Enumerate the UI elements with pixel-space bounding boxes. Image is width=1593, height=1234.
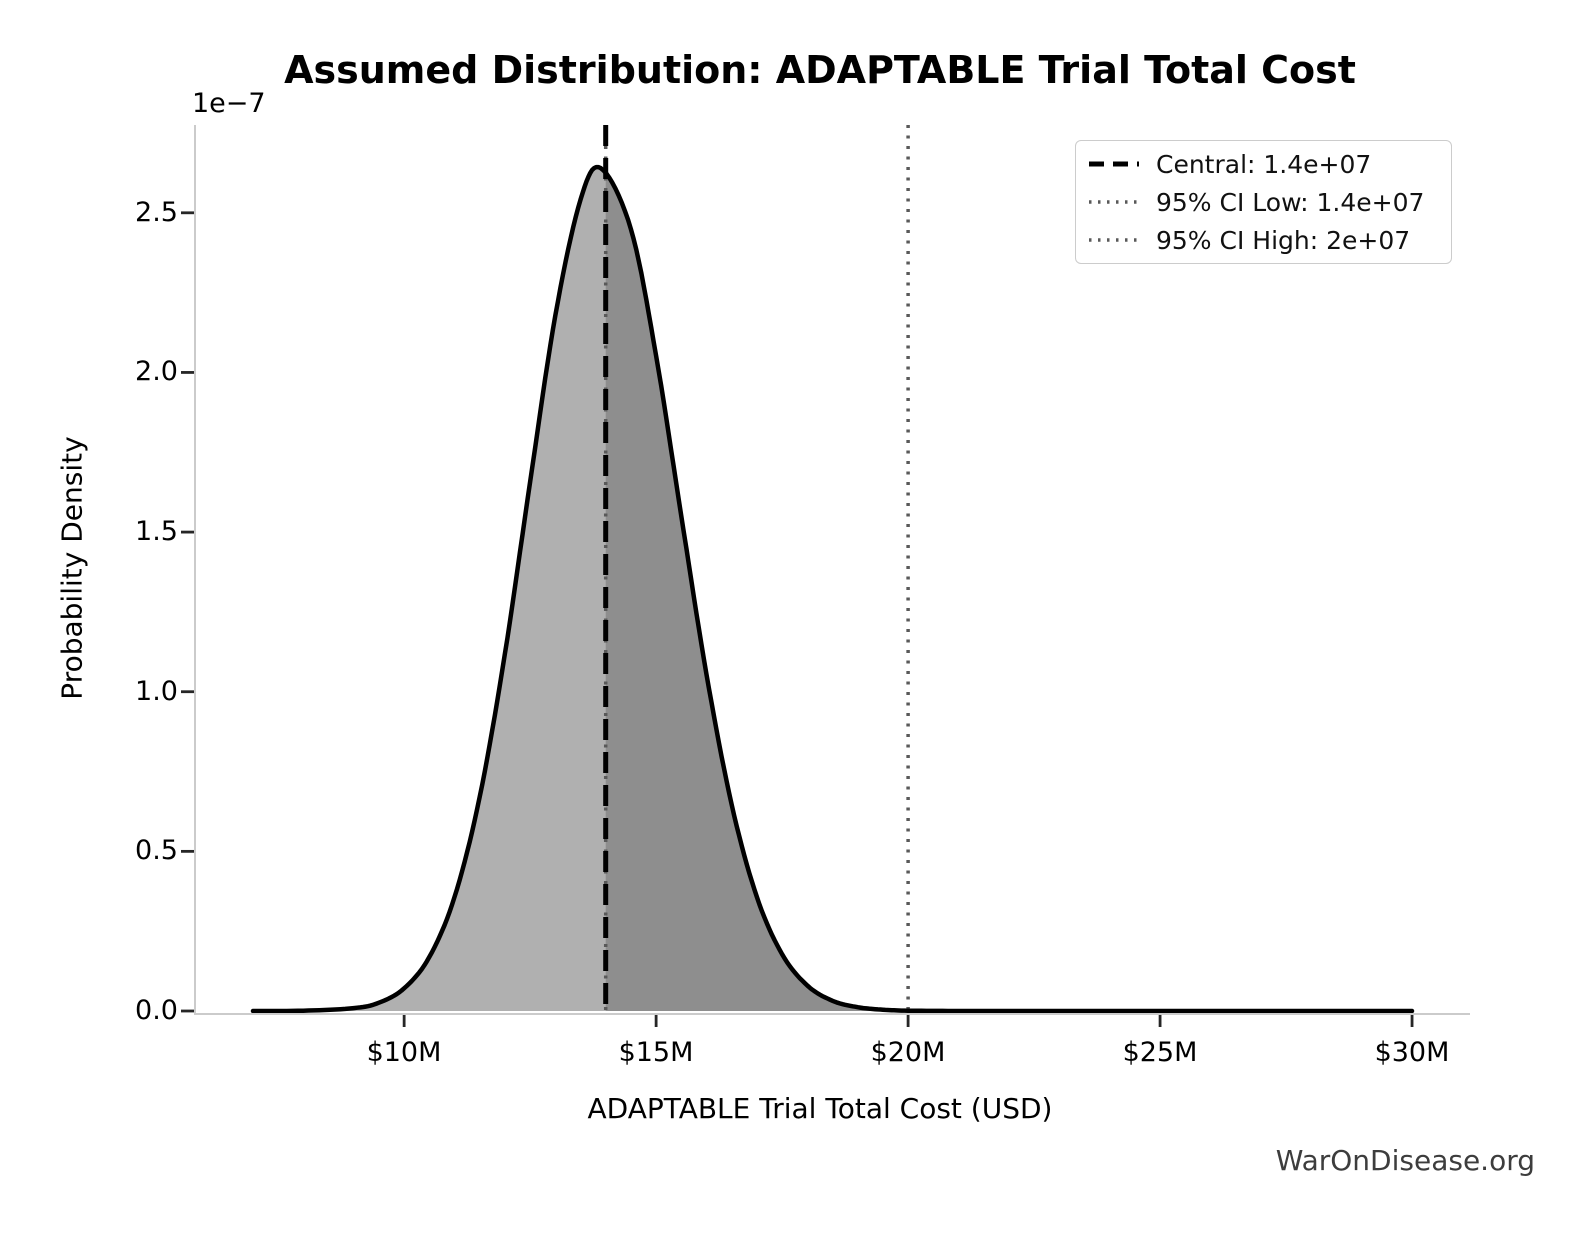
y-tick-label: 1.5 [135, 516, 178, 547]
x-tick-label: $15M [618, 1037, 694, 1068]
legend-label: 95% CI High: 2e+07 [1156, 225, 1411, 255]
x-tick-label: $10M [366, 1037, 442, 1068]
y-tick-label: 0.5 [135, 835, 178, 866]
legend-entry-ci-low: 95% CI Low: 1.4e+07 [1088, 183, 1439, 221]
x-axis-label: ADAPTABLE Trial Total Cost (USD) [587, 1092, 1053, 1125]
dotted-line-sample-icon [1089, 200, 1139, 204]
y-tick-label: 0.0 [135, 995, 178, 1026]
y-tick-label: 2.5 [135, 197, 178, 228]
density-fill [253, 167, 1412, 1012]
dotted-line-sample-icon [1089, 238, 1139, 242]
y-tick-label: 1.0 [135, 676, 178, 707]
chart-title: Assumed Distribution: ADAPTABLE Trial To… [284, 48, 1356, 92]
x-tick-marks [402, 1015, 1414, 1027]
y-axis-label: Probability Density [55, 436, 89, 700]
y-tick-marks [181, 211, 194, 1013]
legend-label: Central: 1.4e+07 [1156, 149, 1372, 179]
x-tick-label: $25M [1122, 1037, 1198, 1068]
legend-label: 95% CI Low: 1.4e+07 [1156, 187, 1425, 217]
legend: Central: 1.4e+07 95% CI Low: 1.4e+07 95%… [1075, 140, 1452, 264]
x-tick-label: $20M [870, 1037, 946, 1068]
y-tick-label: 2.0 [135, 356, 178, 387]
watermark: WarOnDisease.org [1275, 1144, 1535, 1177]
legend-entry-ci-high: 95% CI High: 2e+07 [1088, 221, 1439, 259]
ci-region-fill [605, 172, 909, 1012]
dashed-line-sample-icon [1089, 161, 1139, 167]
legend-entry-central: Central: 1.4e+07 [1088, 145, 1439, 183]
y-axis-offset-label: 1e−7 [192, 88, 266, 119]
x-tick-label: $30M [1374, 1037, 1450, 1068]
density-curve [250, 164, 1415, 1014]
